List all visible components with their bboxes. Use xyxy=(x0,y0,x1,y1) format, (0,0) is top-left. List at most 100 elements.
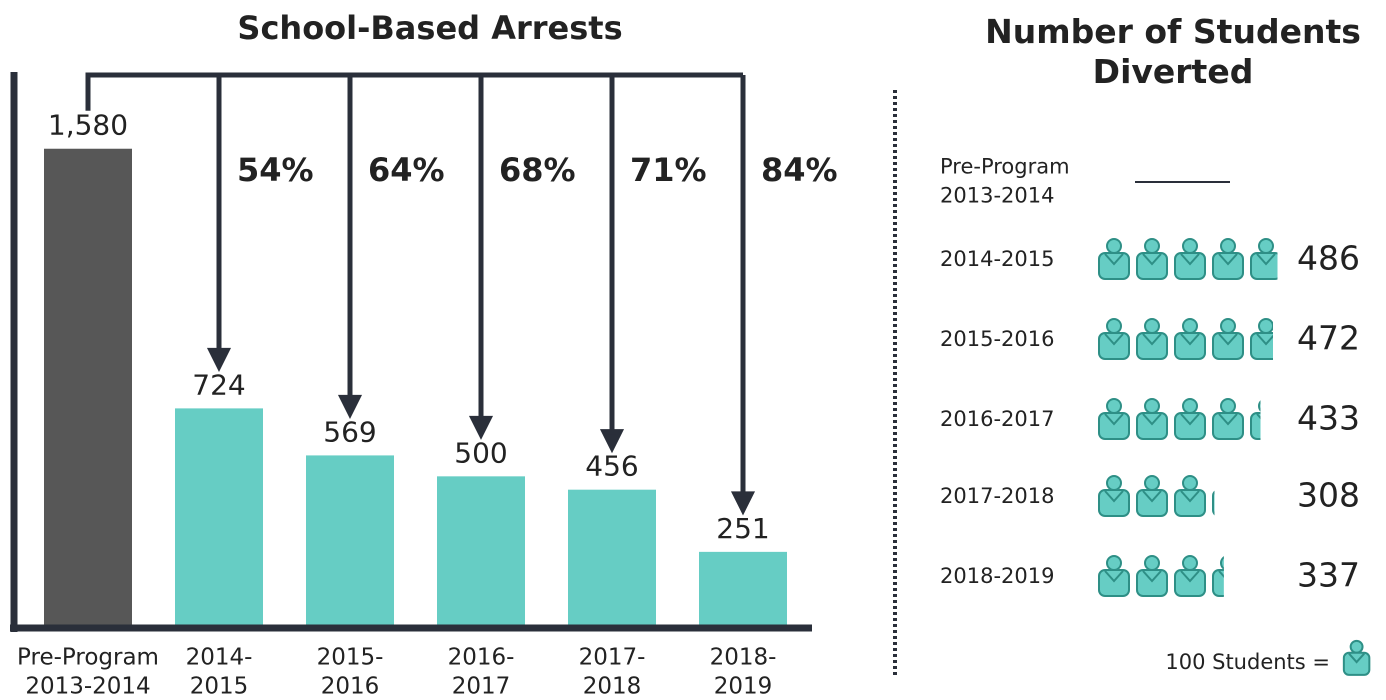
arrow xyxy=(730,75,756,516)
icon-collar xyxy=(1218,253,1238,266)
chart-title: Number of Students Diverted xyxy=(985,12,1361,91)
icon-collar xyxy=(1180,413,1200,426)
icon-collar xyxy=(1180,570,1200,583)
icon-head xyxy=(1144,318,1160,334)
row-label: 2015-2016 xyxy=(940,327,1054,351)
icon-head xyxy=(1349,639,1364,654)
icon-head xyxy=(1220,398,1236,414)
icon-row xyxy=(1098,398,1261,440)
annotation: 54% xyxy=(237,151,314,189)
icon xyxy=(1212,398,1244,440)
value-label: 500 xyxy=(454,436,507,469)
connector xyxy=(85,72,743,111)
icon-body xyxy=(1174,252,1206,280)
icon-head xyxy=(1106,238,1122,254)
annotation: 68% xyxy=(499,151,576,189)
arrow xyxy=(599,75,625,454)
arrow xyxy=(468,75,494,440)
value-label: 308 xyxy=(1297,476,1360,515)
icon-collar xyxy=(1256,413,1261,420)
icon-row xyxy=(1098,318,1274,360)
icon-collar xyxy=(1142,570,1162,583)
icon xyxy=(1136,318,1168,360)
icon xyxy=(1250,400,1261,440)
row-label: 2013-2014 xyxy=(940,184,1054,208)
icon-body xyxy=(1212,569,1224,597)
icon-body xyxy=(1098,489,1130,517)
icon-collar xyxy=(1104,570,1124,583)
icon-body xyxy=(1212,412,1244,440)
x-tick-label: 2017- xyxy=(579,645,646,671)
x-tick-label: 2018- xyxy=(710,645,777,671)
icon xyxy=(1136,475,1168,517)
icon-body xyxy=(1174,332,1206,360)
icon xyxy=(1098,238,1130,280)
icon-head xyxy=(1144,238,1160,254)
bar xyxy=(699,551,787,628)
icon-head xyxy=(1144,398,1160,414)
icon xyxy=(1136,238,1168,280)
arrow xyxy=(206,75,232,372)
arrow xyxy=(337,75,363,419)
icon-body xyxy=(1136,412,1168,440)
icon-collar xyxy=(1104,413,1124,426)
icon-body xyxy=(1098,569,1130,597)
icon-collar xyxy=(1180,490,1200,503)
icon-head xyxy=(1220,238,1236,254)
icon-collar xyxy=(1180,333,1200,346)
icon-collar xyxy=(1256,253,1276,266)
value-label: 724 xyxy=(192,368,245,401)
icon-head xyxy=(1258,318,1274,334)
icon xyxy=(1174,475,1206,517)
icon xyxy=(1098,318,1130,360)
x-tick-label: Pre-Program xyxy=(17,645,159,671)
icon-collar xyxy=(1180,253,1200,266)
icon xyxy=(1342,639,1371,676)
icon-collar xyxy=(1218,333,1238,346)
value-label: 472 xyxy=(1297,319,1360,358)
icon-row xyxy=(1098,555,1224,597)
value-label: 433 xyxy=(1297,399,1360,438)
icon-body xyxy=(1174,569,1206,597)
icon xyxy=(1212,556,1224,597)
icon-head xyxy=(1220,318,1236,334)
x-tick-label: 2018 xyxy=(583,674,642,700)
value-label: 1,580 xyxy=(48,109,128,142)
icon-collar xyxy=(1218,570,1224,578)
icon xyxy=(1174,555,1206,597)
icon xyxy=(1250,318,1274,360)
icon-body xyxy=(1212,490,1215,516)
icon-head xyxy=(1106,555,1122,571)
icon-collar xyxy=(1142,253,1162,266)
icon-collar xyxy=(1142,333,1162,346)
value-label: 251 xyxy=(716,512,769,545)
x-tick-label: 2014- xyxy=(186,645,253,671)
icon-body xyxy=(1250,412,1261,440)
icon-body xyxy=(1174,489,1206,517)
icon xyxy=(1212,238,1244,280)
legend-icon xyxy=(1342,639,1371,676)
icon-body xyxy=(1250,252,1278,280)
icon xyxy=(1174,318,1206,360)
icon xyxy=(1136,398,1168,440)
icon-body xyxy=(1136,569,1168,597)
bar xyxy=(437,476,525,628)
icon-body xyxy=(1098,332,1130,360)
icon-body xyxy=(1098,252,1130,280)
icon-body xyxy=(1136,252,1168,280)
icon-row xyxy=(1098,475,1237,517)
icon-collar xyxy=(1219,491,1237,501)
x-tick-label: 2019 xyxy=(714,674,773,700)
legend-label: 100 Students = xyxy=(1165,650,1330,674)
icon-collar xyxy=(1142,490,1162,503)
value-label: 486 xyxy=(1297,239,1360,278)
icon-collar xyxy=(1256,333,1274,346)
icon xyxy=(1212,318,1244,360)
icon-head xyxy=(1182,475,1198,491)
icon-body xyxy=(1174,412,1206,440)
icon xyxy=(1098,475,1130,517)
row-label: 2017-2018 xyxy=(940,484,1054,508)
icon-head xyxy=(1106,475,1122,491)
